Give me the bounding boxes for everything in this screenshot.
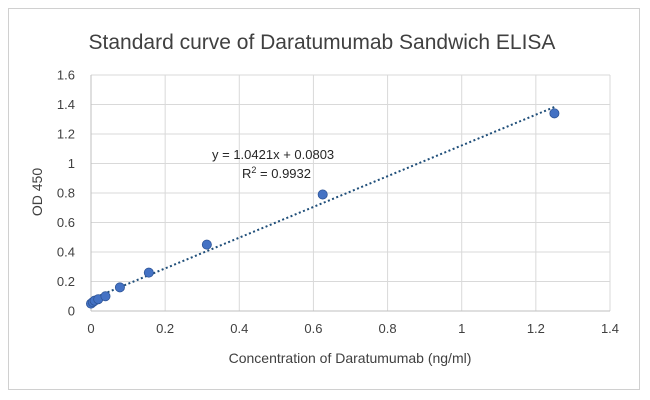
r-squared-value: = 0.9932	[256, 166, 311, 181]
data-points	[86, 108, 560, 309]
y-axis-label: OD 450	[29, 168, 45, 216]
y-tick-label: 0.6	[57, 215, 75, 230]
r-squared-label: R2 = 0.9932	[242, 165, 311, 181]
x-tick-label: 0.6	[304, 321, 322, 336]
y-tick-labels: 0 0.2 0.4 0.6 0.8 1 1.2 1.4 1.6	[57, 68, 75, 319]
y-tick-label: 1.6	[57, 68, 75, 83]
axes	[90, 75, 610, 312]
x-tick-labels: 0 0.2 0.4 0.6 0.8 1 1.2 1.4	[87, 321, 619, 336]
y-tick-label: 0.2	[57, 274, 75, 289]
data-point	[100, 291, 111, 302]
trendline	[90, 106, 555, 301]
y-tick-label: 1.2	[57, 127, 75, 142]
x-tick-label: 1.4	[601, 321, 619, 336]
data-point	[201, 239, 212, 250]
trendline-equation: y = 1.0421x + 0.0803	[212, 147, 334, 162]
x-axis-label: Concentration of Daratumumab (ng/ml)	[229, 350, 472, 366]
y-tick-label: 0	[68, 304, 75, 319]
r-squared-prefix: R	[242, 166, 251, 181]
y-tick-label: 0.4	[57, 245, 75, 260]
x-tick-label: 0	[87, 321, 94, 336]
x-tick-label: 0.4	[230, 321, 248, 336]
trendline-group	[90, 106, 555, 301]
y-tick-label: 0.8	[57, 186, 75, 201]
chart-title: Standard curve of Daratumumab Sandwich E…	[89, 31, 556, 54]
y-tick-label: 1	[68, 156, 75, 171]
data-point	[114, 282, 125, 293]
x-tick-label: 1.2	[527, 321, 545, 336]
x-tick-label: 0.2	[156, 321, 174, 336]
data-point	[549, 108, 560, 119]
r-squared-sup: 2	[251, 165, 256, 175]
data-point	[143, 267, 154, 278]
gridlines	[91, 74, 611, 311]
y-tick-label: 1.4	[57, 97, 75, 112]
x-tick-label: 1	[458, 321, 465, 336]
x-tick-label: 0.8	[379, 321, 397, 336]
data-point	[317, 189, 328, 200]
